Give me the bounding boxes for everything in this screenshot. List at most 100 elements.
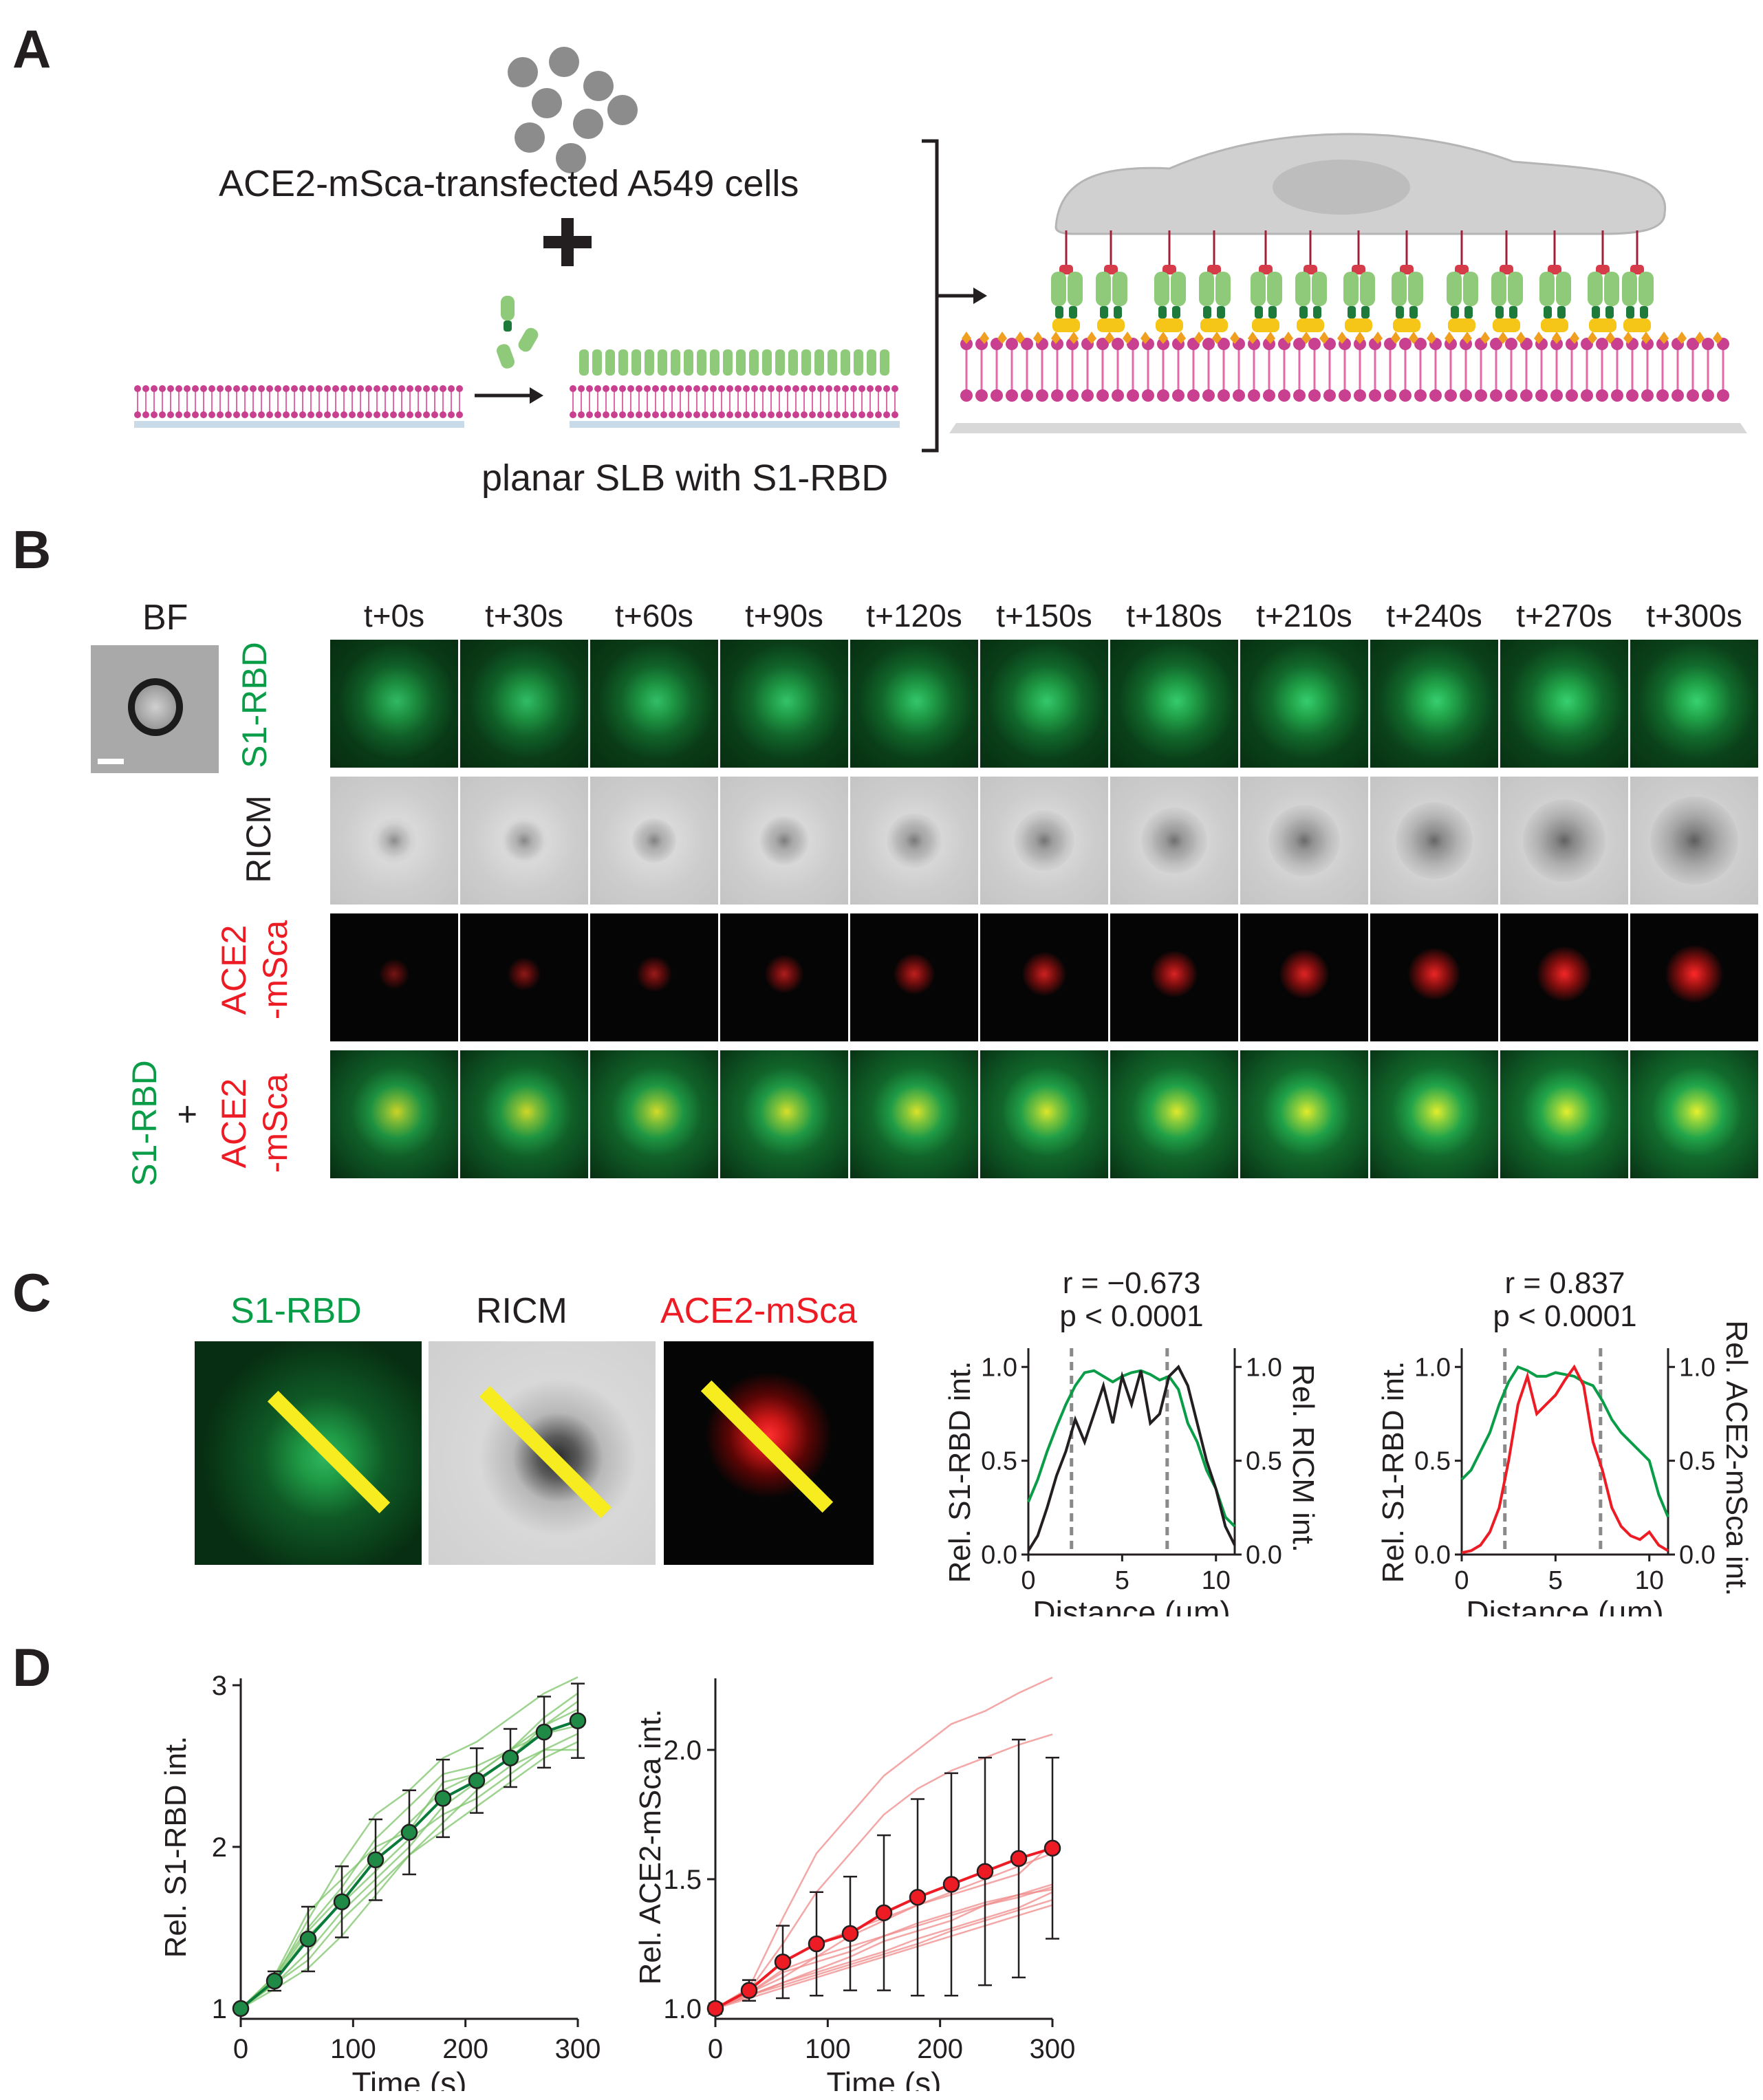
y-tick-label: 1	[212, 1994, 227, 2024]
ace2-tile	[1370, 913, 1498, 1041]
timepoint-label: t+0s	[363, 598, 425, 634]
timepoint-label: t+270s	[1516, 598, 1612, 634]
ricm-contact-spot	[505, 821, 543, 860]
y-tick-label: 0.0	[981, 1541, 1017, 1570]
merge-tile	[330, 1050, 458, 1178]
s1rbd-tile	[980, 640, 1108, 768]
x-tick-label: 0	[233, 2034, 248, 2064]
bare-bilayer-icon	[134, 385, 464, 428]
x-tick-label: 100	[805, 2034, 851, 2064]
ace2-tile	[1500, 913, 1628, 1041]
profile-line-0	[1460, 1365, 1669, 1518]
mean-point	[942, 1876, 960, 1893]
timepoint-label: t+240s	[1386, 598, 1482, 634]
ricm-tile	[1500, 777, 1628, 905]
x-tick-label: 10	[1635, 1566, 1664, 1595]
line-profile-marker-3	[700, 1380, 834, 1513]
merge-tile	[850, 1050, 978, 1178]
y-tick-label: 1.5	[663, 1865, 702, 1895]
line-profile-marker-2	[479, 1385, 612, 1519]
merge-tile	[720, 1050, 848, 1178]
y-tick-label-right: 0.0	[1679, 1541, 1716, 1570]
mean-point	[468, 1772, 486, 1789]
mean-point	[1043, 1839, 1061, 1857]
cells-label: ACE2-mSca-transfected A549 cells	[219, 163, 799, 204]
ricm-contact-spot	[1650, 797, 1738, 885]
mean-point	[535, 1723, 553, 1741]
x-tick-label: 5	[1115, 1566, 1129, 1595]
mean-point	[976, 1863, 994, 1880]
y-tick-label: 2.0	[663, 1735, 702, 1766]
individual-trace	[715, 1733, 1053, 2010]
timepoint-label: t+90s	[745, 598, 823, 634]
panel-label-d: D	[12, 1637, 52, 1698]
merge-tile	[1500, 1050, 1628, 1178]
y-tick-label: 0.5	[1414, 1447, 1451, 1476]
x-axis-label: Distance (µm)	[1032, 1594, 1230, 1616]
merge-tile	[1370, 1050, 1498, 1178]
stat-r: r = −0.673	[1063, 1266, 1201, 1300]
lipid-bilayer	[570, 385, 898, 418]
stat-p: p < 0.0001	[1059, 1299, 1203, 1333]
bracket-icon	[922, 139, 939, 453]
row-label-ace2: ACE2	[215, 924, 253, 1015]
mean-point	[740, 1982, 758, 1999]
ricm-tile	[330, 777, 458, 905]
c-image-ace2	[664, 1341, 874, 1565]
merge-label-msca: -mSca	[256, 1073, 294, 1173]
y-tick-label-right: 0.5	[1679, 1447, 1716, 1476]
x-tick-label: 0	[1021, 1566, 1035, 1595]
merge-label-ace2: ACE2	[215, 1078, 253, 1169]
ricm-contact-spot	[378, 824, 411, 857]
s1rbd-tile	[330, 640, 458, 768]
merge-tile	[1110, 1050, 1238, 1178]
ace2-tile	[980, 913, 1108, 1041]
ace2-tile	[1630, 913, 1758, 1041]
panel-label-a: A	[12, 19, 52, 79]
rbd-bilayer-icon	[570, 349, 900, 428]
s1rbd-tile	[1630, 640, 1758, 768]
x-axis-label: Time (s)	[827, 2066, 942, 2091]
mean-point	[569, 1712, 587, 1729]
mean-point	[400, 1823, 418, 1841]
ricm-contact-spot	[1396, 802, 1473, 879]
mean-point	[875, 1904, 893, 1922]
merge-label-s1rbd: S1-RBD	[125, 1060, 164, 1187]
ricm-contact-spot	[759, 816, 809, 865]
ricm-contact-spot	[632, 819, 676, 863]
mean-point	[367, 1851, 385, 1869]
row-label-msca: -mSca	[256, 920, 294, 1020]
y-axis-label: Rel. S1-RBD int.	[159, 1736, 193, 1958]
y-tick-label-right: 0.0	[1246, 1541, 1282, 1570]
lipid-bilayer	[134, 385, 463, 418]
ace2-tile	[1110, 913, 1238, 1041]
x-axis-label: Time (s)	[352, 2066, 467, 2091]
ace2-tile	[720, 913, 848, 1041]
s1rbd-tile	[1500, 640, 1628, 768]
x-axis-label: Distance (µm)	[1466, 1594, 1663, 1616]
ace2-tile	[460, 913, 588, 1041]
ricm-contact-spot	[887, 813, 942, 868]
profile-line-0	[1027, 1369, 1236, 1528]
individual-trace	[715, 1676, 1053, 2010]
ace2-cluster-spot	[765, 955, 803, 993]
s1rbd-tile	[1370, 640, 1498, 768]
ricm-contact-spot	[1014, 810, 1074, 871]
ricm-tile	[1240, 777, 1368, 905]
scale-bar	[98, 759, 124, 764]
arrow-icon-2	[937, 288, 987, 304]
row-label-ricm: RICM	[239, 795, 278, 883]
ricm-tile	[720, 777, 848, 905]
mean-point	[774, 1953, 792, 1971]
bf-image	[91, 645, 219, 773]
ace2-cluster-spot	[1537, 946, 1592, 1002]
ace2-tile	[590, 913, 718, 1041]
x-tick-label: 300	[1030, 2034, 1076, 2064]
mean-point	[333, 1893, 351, 1911]
individual-trace	[240, 1749, 578, 2009]
rbd-protein-icon	[496, 296, 539, 369]
ricm-tile	[1630, 777, 1758, 905]
s1rbd-tile	[1240, 640, 1368, 768]
